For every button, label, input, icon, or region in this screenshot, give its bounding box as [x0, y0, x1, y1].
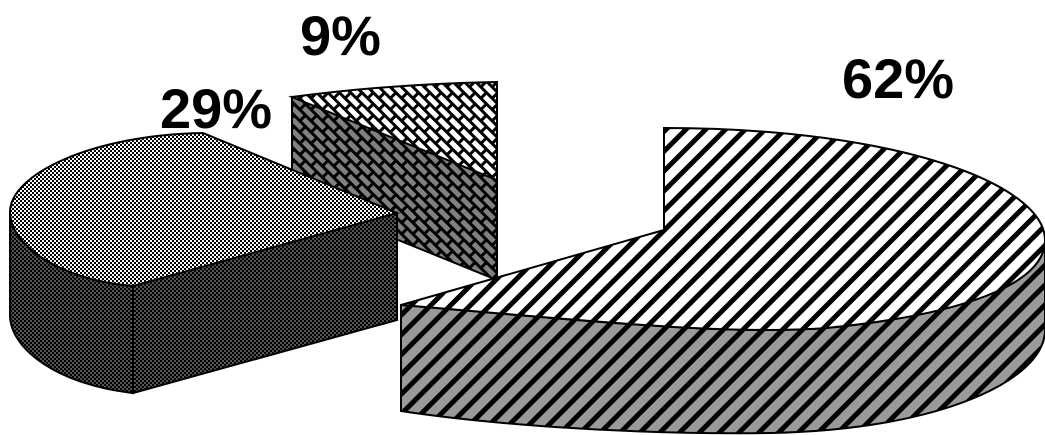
data-label-29: 29%: [160, 77, 272, 140]
slice-62: [400, 126, 1045, 435]
slice-9: [288, 80, 498, 282]
data-label-9: 9%: [300, 4, 381, 67]
data-label-62: 62%: [842, 47, 954, 110]
slice-62-top: [400, 126, 1045, 331]
slice-29: [8, 131, 401, 395]
slice-29-top: [8, 131, 401, 288]
slice-9-top: [288, 80, 498, 182]
